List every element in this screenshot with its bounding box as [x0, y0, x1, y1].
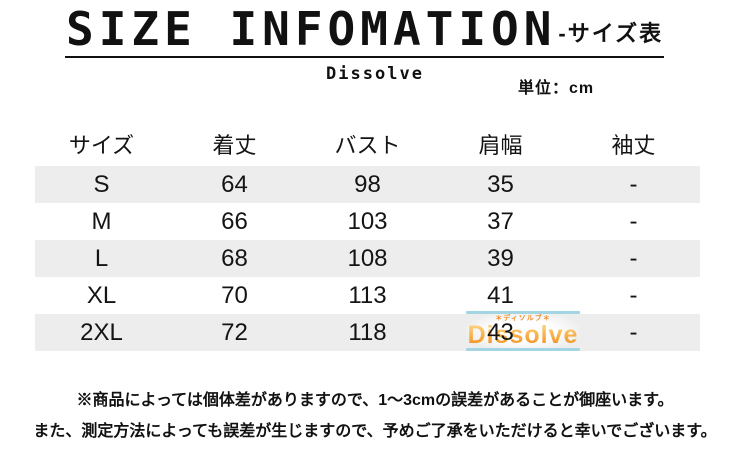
brand-name: Dissolve [326, 64, 424, 84]
col-header-bust: バスト [334, 133, 401, 158]
cell-bust: 98 [354, 170, 381, 198]
table-header-row: サイズ 着丈 バスト 肩幅 袖丈 [35, 122, 700, 166]
col-header-length: 着丈 [212, 133, 257, 158]
table-row-l: L 68 108 39 - [35, 240, 700, 277]
disclaimer: ※商品によっては個体差がありますので、1〜3cmの誤差があることが御座います。 … [0, 390, 750, 452]
cell-length: 68 [221, 244, 248, 272]
cell-bust: 118 [348, 318, 387, 346]
cell-shoulder: 35 [487, 170, 514, 198]
col-header-size: サイズ [68, 133, 135, 158]
table-row-xl: XL 70 113 41 - [35, 277, 700, 314]
cell-shoulder: 39 [487, 244, 514, 272]
cell-sleeve: - [629, 244, 638, 272]
cell-sleeve: - [629, 170, 638, 198]
cell-length: 72 [221, 318, 248, 346]
watermark-bottom-bar [466, 348, 580, 351]
cell-length: 64 [221, 170, 248, 198]
cell-shoulder: 41 [487, 281, 514, 309]
cell-length: 70 [221, 281, 248, 309]
cell-size: M [91, 207, 112, 235]
cell-sleeve: - [629, 207, 638, 235]
cell-shoulder: 43 [487, 318, 514, 346]
brand-watermark: ＊ディソルブ＊ Dissolve [466, 311, 580, 351]
unit-label: 単位：cm [518, 80, 595, 97]
col-header-sleeve: 袖丈 [611, 133, 656, 158]
size-table: サイズ 着丈 バスト 肩幅 袖丈 S 64 98 35 - M 66 103 3… [35, 122, 700, 351]
col-header-shoulder: 肩幅 [478, 133, 523, 158]
watermark-katakana-label: ＊ディソルブ＊ [495, 315, 551, 322]
cell-size: 2XL [80, 318, 123, 346]
cell-sleeve: - [629, 318, 638, 346]
cell-bust: 113 [348, 281, 387, 309]
cell-size: XL [86, 281, 117, 309]
table-row-2xl: 2XL 72 118 43 - [35, 314, 700, 351]
watermark-logo-text: Dissolve [467, 321, 579, 349]
cell-bust: 103 [347, 207, 388, 235]
cell-shoulder: 37 [487, 207, 514, 235]
title-underline [65, 56, 664, 58]
cell-length: 66 [221, 207, 248, 235]
title-suffix: -サイズ表 [558, 20, 664, 46]
title-text: SIZE INFOMATION [66, 2, 557, 56]
cell-size: S [93, 170, 110, 198]
cell-bust: 108 [347, 244, 388, 272]
cell-sleeve: - [629, 281, 638, 309]
page-title: SIZE INFOMATION -サイズ表 [66, 4, 663, 55]
table-row-m: M 66 103 37 - [35, 203, 700, 240]
disclaimer-line-2: また、測定方法によっても誤差が生じますので、予めご了承をいただけると幸いでござい… [33, 423, 717, 440]
watermark-top-bar [466, 311, 580, 314]
disclaimer-line-1: ※商品によっては個体差がありますので、1〜3cmの誤差があることが御座います。 [76, 392, 674, 409]
cell-size: L [94, 244, 109, 272]
table-row-s: S 64 98 35 - [35, 166, 700, 203]
